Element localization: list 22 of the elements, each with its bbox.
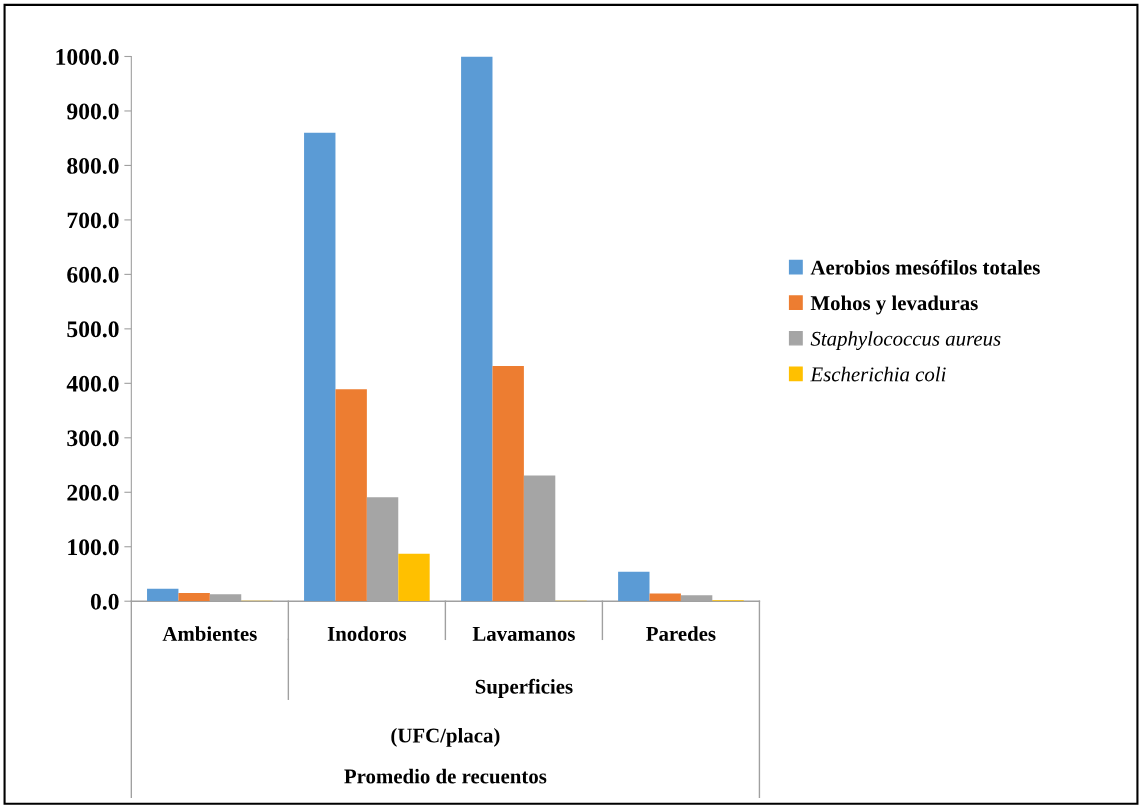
y-tick-label: 0.0	[90, 593, 119, 610]
text: (UFC/placa)	[391, 727, 500, 747]
legend-label: Mohos y levaduras	[810, 295, 978, 315]
text: Superficies	[475, 678, 573, 698]
y-tick-label: 900.0	[67, 103, 119, 120]
y-tick-label: 1000.0	[56, 48, 119, 66]
y-tick-label: 100.0	[68, 539, 119, 556]
text: Promedio de recuentos	[344, 768, 547, 784]
y-tick-label: 300.0	[67, 430, 119, 447]
y-tick-label: 200.0	[67, 484, 119, 501]
x-tick-label: Inodoros	[327, 626, 407, 641]
legend-label: Aerobios mesófilos totales	[810, 259, 1040, 275]
x-tick-label: Lavamanos	[472, 627, 575, 641]
y-tick-label: 800.0	[67, 157, 119, 174]
legend-label: Escherichia coli	[810, 366, 946, 382]
y-tick-label: 400.0	[66, 375, 119, 392]
y-tick-label: 600.0	[67, 266, 119, 283]
y-tick-label: 500.0	[67, 321, 119, 338]
legend-label: Staphylococcus aureus	[810, 331, 1001, 351]
x-tick-label: Paredes	[646, 626, 716, 641]
y-tick-label: 700.0	[67, 212, 119, 229]
x-tick-label: Ambientes	[162, 626, 257, 641]
